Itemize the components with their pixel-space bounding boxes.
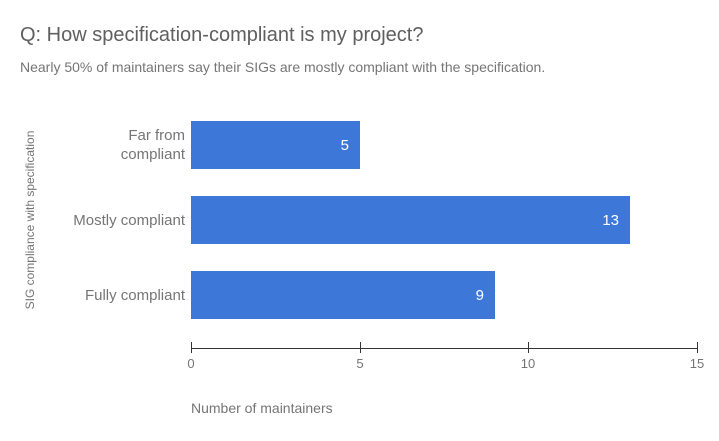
x-axis-title: Number of maintainers — [191, 400, 333, 416]
chart-title: Q: How specification-compliant is my pro… — [20, 24, 424, 46]
bar: 13 — [191, 196, 630, 244]
category-labels: Far from compliant Mostly compliant Fully … — [62, 121, 185, 320]
y-axis-title: SIG compliance with specification — [23, 130, 37, 310]
category-label: Far from compliant — [120, 127, 185, 163]
bar-value-label: 13 — [602, 211, 619, 229]
chart-subtitle: Nearly 50% of maintainers say their SIGs… — [20, 59, 546, 75]
bar: 5 — [191, 121, 360, 169]
x-axis-tick-label: 0 — [187, 356, 195, 371]
bar-value-label: 9 — [475, 286, 484, 304]
bar-value-label: 5 — [340, 136, 349, 154]
category-label: Mostly compliant — [73, 211, 185, 229]
x-axis-tick-label: 15 — [689, 356, 705, 371]
x-axis-line — [191, 348, 698, 349]
x-axis-tick-label: 10 — [520, 356, 536, 371]
x-axis-tick — [191, 342, 192, 353]
category-label: Fully compliant — [84, 286, 185, 304]
x-axis-tick — [528, 342, 529, 353]
x-axis-tick-label: 5 — [356, 356, 364, 371]
bar: 9 — [191, 271, 495, 319]
x-axis-tick — [697, 342, 698, 353]
x-axis-tick — [360, 342, 361, 353]
bars-area: 5 13 9 — [191, 121, 698, 320]
